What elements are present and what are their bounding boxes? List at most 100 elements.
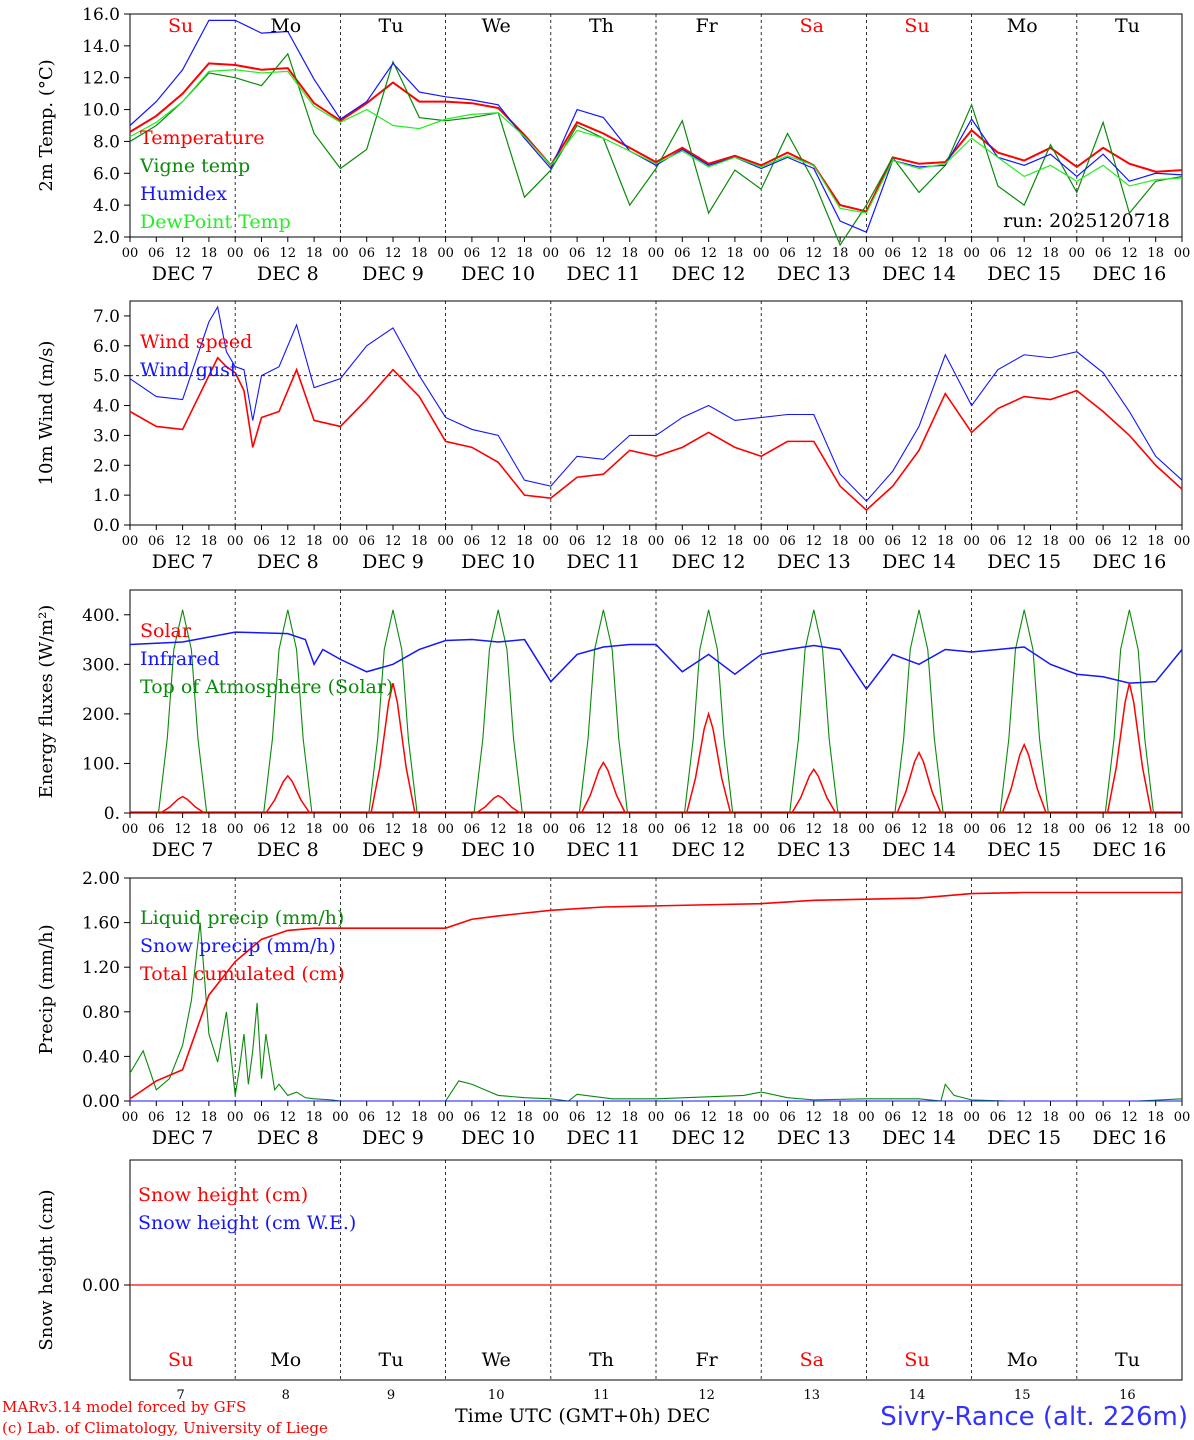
y-tick-label: 0.0: [93, 516, 120, 536]
date-label: DEC 12: [672, 551, 746, 573]
hour-label: 06: [569, 246, 586, 261]
hour-label: 06: [674, 1110, 691, 1125]
date-label: DEC 8: [257, 263, 319, 285]
date-label: DEC 16: [1092, 263, 1166, 285]
day-name-label: Sa: [800, 1349, 824, 1371]
date-label: DEC 8: [257, 551, 319, 573]
hour-label: 18: [201, 822, 218, 837]
toa-solar-day: [789, 609, 839, 814]
hour-label: 06: [253, 1110, 270, 1125]
hour-label: 18: [201, 246, 218, 261]
hour-label: 00: [648, 534, 665, 549]
hour-label: 06: [569, 1110, 586, 1125]
y-axis-label: Snow height (cm): [36, 1189, 57, 1350]
hour-label: 18: [1042, 822, 1059, 837]
y-tick-label: 2.00: [82, 869, 120, 889]
hour-label: 18: [832, 246, 849, 261]
day-number-label: 7: [176, 1388, 184, 1403]
y-tick-label: 6.0: [93, 164, 120, 184]
legend-label: Humidex: [140, 183, 227, 205]
hour-label: 18: [937, 822, 954, 837]
hour-label: 06: [253, 534, 270, 549]
hour-label: 06: [464, 534, 481, 549]
series-temperature: [129, 62, 1183, 213]
hour-label: 00: [858, 1110, 875, 1125]
hour-label: 00: [332, 1110, 349, 1125]
hour-label: 06: [569, 822, 586, 837]
hour-label: 06: [148, 822, 165, 837]
date-label: DEC 11: [566, 1127, 640, 1149]
hour-label: 18: [621, 246, 638, 261]
date-label: DEC 16: [1092, 1127, 1166, 1149]
hour-label: 06: [990, 534, 1007, 549]
y-axis-label: Precip (mm/h): [36, 924, 57, 1054]
hour-label: 12: [700, 1110, 717, 1125]
hour-label: 12: [385, 822, 402, 837]
hour-label: 00: [437, 246, 454, 261]
panel-frame: [129, 300, 1183, 526]
date-label: DEC 7: [152, 551, 214, 573]
hour-label: 18: [201, 1110, 218, 1125]
date-label: DEC 7: [152, 263, 214, 285]
hour-label: 06: [884, 246, 901, 261]
hour-label: 12: [490, 246, 507, 261]
y-tick-label: 4.0: [93, 196, 120, 216]
hour-label: 00: [648, 246, 665, 261]
hour-label: 12: [1016, 246, 1033, 261]
y-tick-label: 12.0: [82, 69, 120, 89]
hour-label: 12: [700, 534, 717, 549]
date-label: DEC 15: [987, 263, 1061, 285]
hour-label: 18: [727, 534, 744, 549]
hour-label: 06: [358, 1110, 375, 1125]
hour-label: 00: [753, 1110, 770, 1125]
date-label: DEC 16: [1092, 839, 1166, 861]
station-title: Sivry-Rance (alt. 226m): [880, 1402, 1188, 1432]
hour-label: 06: [358, 534, 375, 549]
run-annotation: run: 2025120718: [1003, 210, 1170, 232]
date-label: DEC 11: [566, 263, 640, 285]
hour-label: 00: [858, 822, 875, 837]
date-label: DEC 10: [461, 263, 535, 285]
hour-label: 00: [332, 822, 349, 837]
solar-day: [580, 760, 626, 814]
model-credit: MARv3.14 model forced by GFS: [2, 1398, 247, 1416]
hour-label: 00: [543, 1110, 560, 1125]
solar-day: [791, 768, 837, 814]
hour-label: 06: [779, 822, 796, 837]
hour-label: 06: [358, 246, 375, 261]
y-axis-label: 10m Wind (m/s): [36, 341, 57, 486]
y-tick-label: 1.60: [82, 914, 120, 934]
hour-label: 06: [253, 246, 270, 261]
legend-label: Snow precip (mm/h): [140, 935, 336, 957]
solar-day: [370, 682, 416, 814]
day-name-label: Tu: [379, 15, 404, 37]
y-tick-label: 0.80: [82, 1003, 120, 1023]
series-wind-speed: [129, 356, 1183, 512]
y-axis-label: Energy fluxes (W/m²): [36, 605, 57, 799]
y-tick-label: 300.: [82, 655, 120, 675]
day-number-label: 13: [804, 1388, 821, 1403]
y-tick-label: 6.0: [93, 337, 120, 357]
hour-label: 12: [1121, 534, 1138, 549]
hour-label: 18: [621, 822, 638, 837]
hour-label: 18: [411, 1110, 428, 1125]
day-name-label: Sa: [800, 15, 824, 37]
hour-label: 12: [1121, 1110, 1138, 1125]
toa-solar-day: [368, 609, 418, 814]
hour-label: 18: [937, 246, 954, 261]
y-tick-label: 8.0: [93, 132, 120, 152]
y-tick-label: 0.00: [82, 1276, 120, 1296]
hour-label: 06: [884, 1110, 901, 1125]
day-name-label: Th: [589, 15, 614, 37]
day-name-label: We: [482, 1349, 511, 1371]
y-tick-label: 0.40: [82, 1047, 120, 1067]
hour-label: 12: [806, 1110, 823, 1125]
hour-label: 06: [1095, 1110, 1112, 1125]
hour-label: 12: [595, 246, 612, 261]
y-tick-label: 0.: [104, 804, 120, 824]
hour-label: 12: [700, 246, 717, 261]
legend-label: Temperature: [140, 127, 264, 149]
hour-label: 00: [753, 822, 770, 837]
toa-solar-day: [683, 609, 734, 814]
